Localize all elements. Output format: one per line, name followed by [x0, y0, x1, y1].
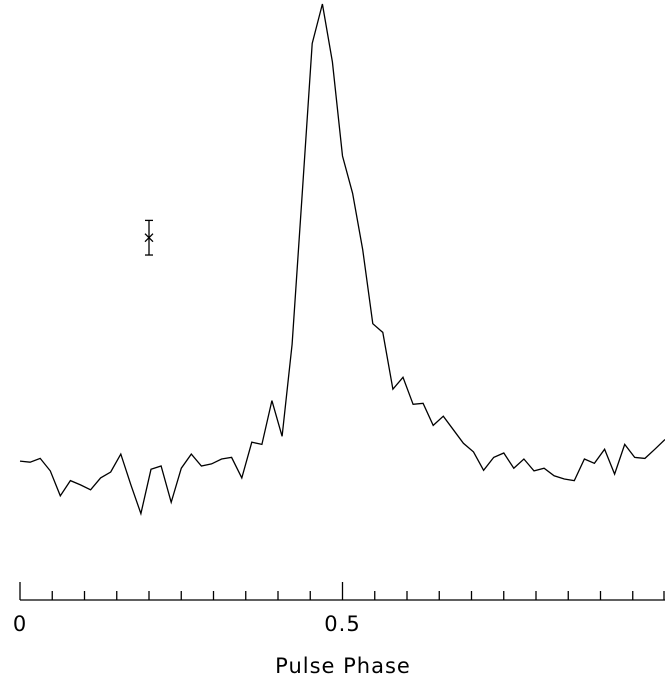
error-bar-marker — [144, 233, 154, 243]
pulse-profile-line — [19, 3, 665, 516]
plot-area — [19, 3, 665, 516]
x-axis: 0 0.5 — [13, 582, 665, 636]
x-axis-title: Pulse Phase — [275, 654, 411, 678]
x-tick-label: 0.5 — [324, 612, 360, 636]
error-bar — [144, 219, 154, 256]
x-tick-label: 0 — [13, 612, 27, 636]
